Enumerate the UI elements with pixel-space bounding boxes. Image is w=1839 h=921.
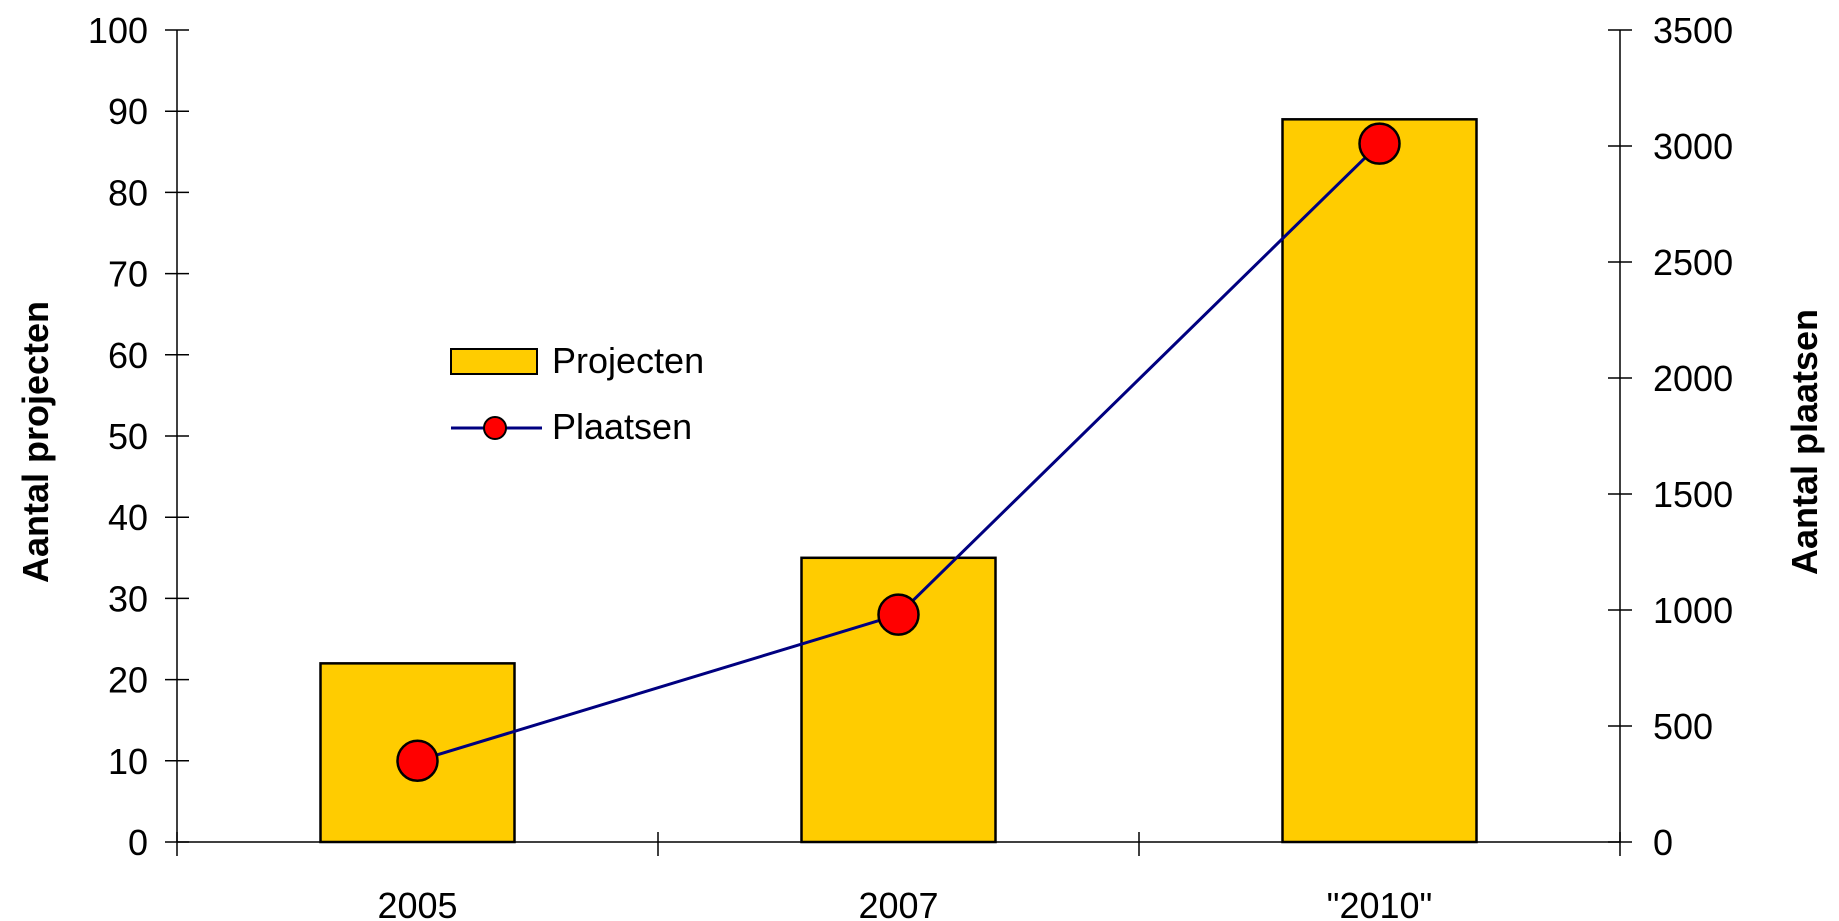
y-tick-label: 0 — [128, 822, 148, 863]
axes — [165, 29, 1632, 856]
plaatsen-point-2 — [877, 593, 920, 636]
y2-axis-title: Aantal plaatsen — [1784, 309, 1825, 575]
y-tick-label: 40 — [108, 497, 148, 538]
y-tick-label: 10 — [108, 741, 148, 782]
legend-swatch-projecten — [450, 348, 538, 375]
line-series — [396, 122, 1401, 783]
plaatsen-point-1 — [396, 739, 439, 783]
bar-series — [319, 118, 1478, 844]
y2-tick-label: 1000 — [1653, 590, 1733, 631]
legend: Projecten Plaatsen — [450, 340, 704, 447]
y-tick-label: 100 — [88, 10, 148, 51]
y2-tick-label: 3000 — [1653, 126, 1733, 167]
x-tick-label: 2005 — [377, 885, 457, 921]
legend-label-projecten: Projecten — [552, 340, 704, 381]
y2-tick-label: 0 — [1653, 822, 1673, 863]
y2-tick-label: 2000 — [1653, 358, 1733, 399]
legend-label-plaatsen: Plaatsen — [552, 406, 692, 447]
y-tick-label: 70 — [108, 254, 148, 295]
y-tick-label: 50 — [108, 416, 148, 457]
y2-tick-label: 500 — [1653, 706, 1713, 747]
y-tick-label: 60 — [108, 335, 148, 376]
y2-tick-label: 2500 — [1653, 242, 1733, 283]
y2-tick-label: 1500 — [1653, 474, 1733, 515]
x-tick-label: "2010" — [1327, 885, 1433, 921]
tick-labels: 0102030405060708090100050010001500200025… — [88, 10, 1733, 921]
x-tick-label: 2007 — [858, 885, 938, 921]
bar-3 — [1281, 118, 1478, 844]
y-tick-label: 30 — [108, 578, 148, 619]
y-tick-label: 20 — [108, 660, 148, 701]
y-tick-label: 90 — [108, 91, 148, 132]
plaatsen-point-3 — [1358, 122, 1401, 165]
legend-marker-plaatsen — [483, 416, 507, 440]
y2-tick-label: 3500 — [1653, 10, 1733, 51]
y-axis-title: Aantal projecten — [15, 301, 56, 583]
y-tick-label: 80 — [108, 172, 148, 213]
